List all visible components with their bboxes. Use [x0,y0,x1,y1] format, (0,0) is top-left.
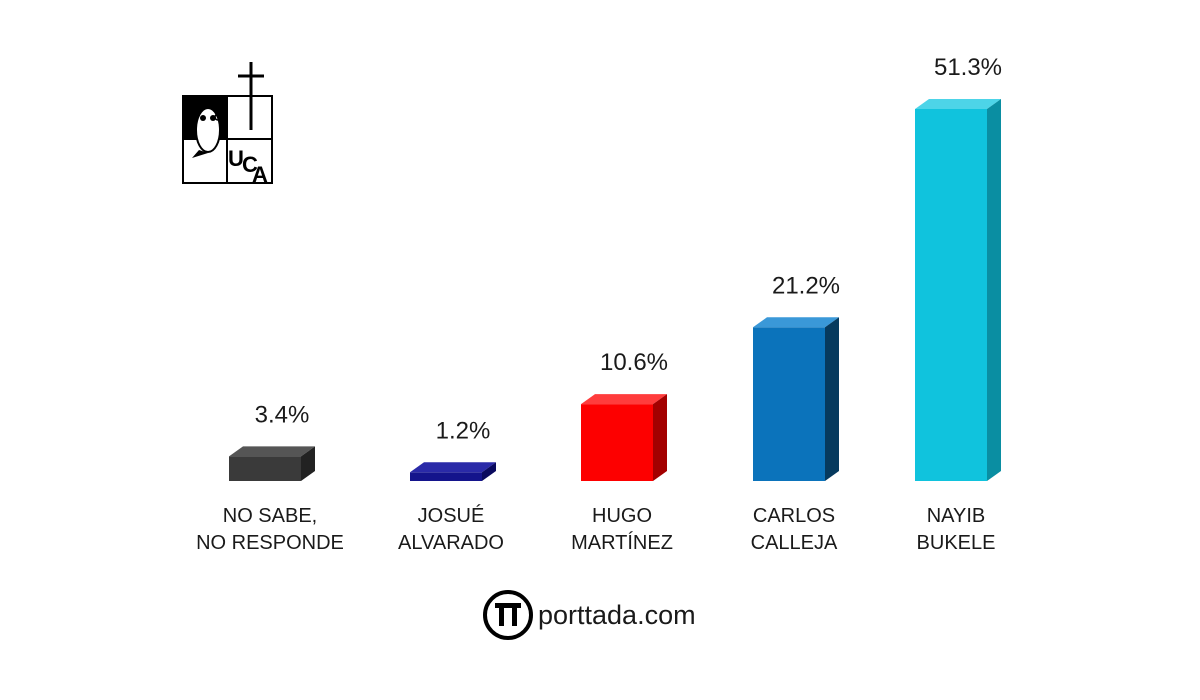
bar-side-face [987,99,1001,481]
bar-2 [410,462,496,481]
bar-front [229,456,301,481]
category-label-line: ALVARADO [398,532,504,554]
footer: porttada.com [483,590,696,640]
value-label: 3.4% [255,401,310,428]
bar-side-face [653,394,667,481]
bar-front [410,472,482,481]
category-label: HUGO MARTÍNEZ [571,505,673,554]
bar-top-face [229,446,315,457]
logo-letter-c: C [242,152,258,177]
value-labels-layer: 3.4% 1.2% 10.6% 21.2% 51.3% [255,54,1002,444]
category-labels-layer: NO SABE, NO RESPONDE JOSUÉ ALVARADO HUGO MART… [196,504,995,554]
category-label: JOSUÉ ALVARADO [398,504,504,554]
bars-layer [229,99,1001,481]
value-label: 21.2% [772,272,840,299]
logo-letter-u: U [228,146,244,171]
category-label: NO SABE, NO RESPONDE [196,505,344,554]
value-label: 1.2% [436,417,491,444]
bar-1 [229,446,315,481]
category-label-line: HUGO [592,505,652,527]
pi-icon [483,590,533,640]
value-label: 51.3% [934,54,1002,81]
bar-front [915,109,987,481]
footer-text: porttada.com [538,600,696,630]
category-label-line: NO SABE, [223,505,317,527]
bar-front [581,404,653,481]
bar-front [753,327,825,481]
category-label-line: JOSUÉ [418,504,485,527]
bar-top-face [915,99,1001,109]
bar-top-face [410,462,496,473]
category-label-line: NO RESPONDE [196,532,344,554]
bar-top-face [753,317,839,328]
category-label-line: CARLOS [753,505,835,527]
category-label-line: MARTÍNEZ [571,531,673,554]
bar-4 [753,317,839,481]
bar-3 [581,394,667,481]
category-label-line: BUKELE [917,532,996,554]
owl-icon [192,107,228,158]
bar-5 [915,99,1001,481]
category-label-line: CALLEJA [751,532,838,554]
bar-side-face [825,317,839,481]
uca-logo: U C A [182,62,273,187]
cross-icon [238,62,264,130]
category-label: CARLOS CALLEJA [751,505,838,554]
bar-top-face [581,394,667,405]
category-label-line: NAYIB [927,505,986,527]
bar-side-face [301,446,315,481]
bar-side-face [482,462,496,481]
logo-letter-a: A [252,162,268,187]
category-label: NAYIB BUKELE [917,505,996,554]
value-label: 10.6% [600,349,668,376]
